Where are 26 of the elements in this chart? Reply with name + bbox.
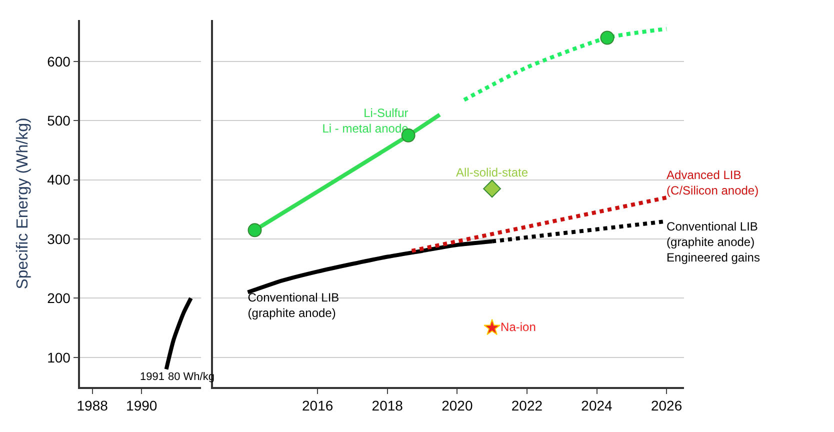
- point: [248, 223, 262, 238]
- series-label: Advanced LIB (C/Silicon anode): [666, 168, 759, 198]
- y-axis-title: Specific Energy (Wh/kg): [14, 118, 32, 290]
- series-label: All-solid-state: [456, 166, 528, 180]
- x-tick-label: 2022: [511, 398, 543, 414]
- y-tick-label: 500: [47, 112, 71, 129]
- y-tick-label: 300: [47, 230, 71, 247]
- x-tick-label: 1990: [126, 398, 158, 414]
- series-label: Conventional LIB (graphite anode): [248, 290, 340, 320]
- y-tick-label: 200: [47, 290, 71, 306]
- point: [484, 318, 501, 336]
- x-tick-label: 2020: [442, 398, 473, 414]
- annotation: 1991: [140, 371, 164, 383]
- x-tick-label: 2018: [372, 398, 404, 414]
- x-tick-label: 2016: [302, 398, 334, 414]
- x-tick-label: 2024: [581, 398, 613, 414]
- point: [600, 30, 614, 45]
- line-series: [164, 296, 193, 372]
- series-label: Conventional LIB (graphite anode) Engineered gains: [666, 219, 760, 264]
- y-tick-label: 400: [47, 172, 71, 188]
- y-tick-label: 100: [47, 349, 71, 366]
- x-tick-label: 1988: [76, 398, 108, 414]
- x-tick-label: 2026: [650, 398, 682, 414]
- series-label: Na-ion: [500, 320, 536, 334]
- point: [483, 180, 502, 198]
- y-tick-label: 600: [47, 53, 71, 70]
